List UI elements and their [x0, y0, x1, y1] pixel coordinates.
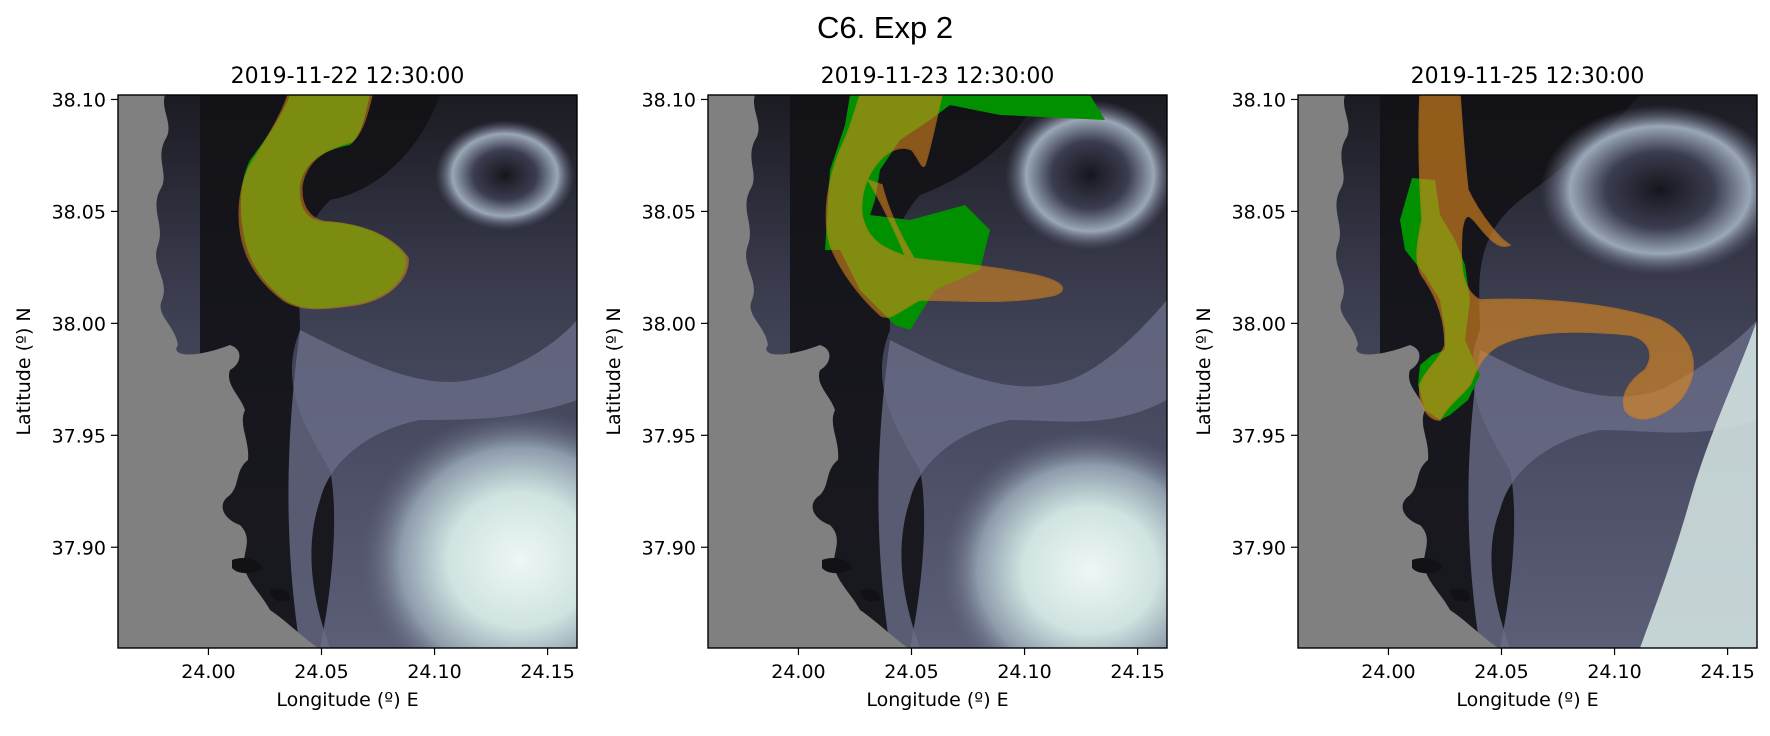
eddy — [1005, 100, 1167, 250]
modelled-area — [1416, 95, 1694, 421]
x-tick-label: 24.15 — [520, 661, 574, 683]
light-plume — [1640, 320, 1757, 648]
land — [1298, 95, 1498, 648]
islet — [860, 588, 881, 602]
x-tick-label: 24.05 — [1474, 661, 1528, 683]
x-tick-label: 24.10 — [407, 661, 461, 683]
x-tick-label: 24.15 — [1110, 661, 1164, 683]
y-tick-label: 37.90 — [1232, 537, 1286, 559]
y-tick-label: 37.90 — [52, 537, 106, 559]
y-tick-label: 38.10 — [1232, 89, 1286, 111]
x-tick-label: 24.00 — [1361, 661, 1415, 683]
x-tick-label: 24.00 — [181, 661, 235, 683]
y-tick-label: 38.00 — [52, 313, 106, 335]
islet — [232, 557, 262, 574]
x-tick-label: 24.10 — [997, 661, 1051, 683]
y-tick-label: 38.00 — [1232, 313, 1286, 335]
x-tick-label: 24.05 — [884, 661, 938, 683]
eddy — [435, 120, 575, 230]
y-tick-label: 38.05 — [1232, 201, 1286, 223]
y-axis-label: Latitude (º) N — [13, 307, 35, 435]
y-tick-label: 37.95 — [52, 425, 106, 447]
axes-frame — [117, 94, 578, 649]
map-panel-1 — [117, 94, 578, 649]
islet — [1450, 588, 1471, 602]
x-tick-label: 24.15 — [1700, 661, 1754, 683]
islet — [822, 557, 852, 574]
x-axis-label: Longitude (º) E — [1456, 689, 1598, 711]
land — [708, 95, 908, 648]
modelled-area — [238, 95, 409, 310]
x-axis-label: Longitude (º) E — [866, 689, 1008, 711]
mid-current-band — [878, 300, 1167, 648]
axes-frame — [1297, 94, 1758, 649]
x-tick-label: 24.10 — [1587, 661, 1641, 683]
y-tick-label: 38.10 — [52, 89, 106, 111]
x-tick-label: 24.00 — [771, 661, 825, 683]
y-tick-label: 38.05 — [52, 201, 106, 223]
panel-title: 2019-11-25 12:30:00 — [1411, 64, 1645, 89]
y-tick-label: 37.90 — [642, 537, 696, 559]
x-tick-label: 24.05 — [294, 661, 348, 683]
mid-current-band — [1468, 320, 1757, 648]
modelled-area — [825, 95, 1064, 318]
islet — [1412, 557, 1442, 574]
land — [118, 95, 318, 648]
map-panel-2 — [707, 94, 1168, 649]
islet — [270, 588, 291, 602]
axes-frame — [707, 94, 1168, 649]
dark-coastal-band — [750, 95, 1040, 648]
y-axis-label: Latitude (º) N — [603, 307, 625, 435]
light-plume — [360, 410, 577, 648]
mid-current-band — [288, 320, 577, 648]
y-tick-label: 38.10 — [642, 89, 696, 111]
y-tick-label: 38.00 — [642, 313, 696, 335]
y-tick-label: 37.95 — [1232, 425, 1286, 447]
y-tick-label: 38.05 — [642, 201, 696, 223]
eddy — [1540, 105, 1757, 275]
panel-title: 2019-11-23 12:30:00 — [821, 64, 1055, 89]
dark-coastal-band — [160, 95, 440, 648]
x-axis-label: Longitude (º) E — [276, 689, 418, 711]
map-panel-3 — [1297, 94, 1758, 649]
figure-title: C6. Exp 2 — [816, 10, 954, 45]
light-plume — [940, 430, 1167, 648]
y-tick-label: 37.95 — [642, 425, 696, 447]
y-axis-label: Latitude (º) N — [1193, 307, 1215, 435]
panel-title: 2019-11-22 12:30:00 — [231, 64, 465, 89]
